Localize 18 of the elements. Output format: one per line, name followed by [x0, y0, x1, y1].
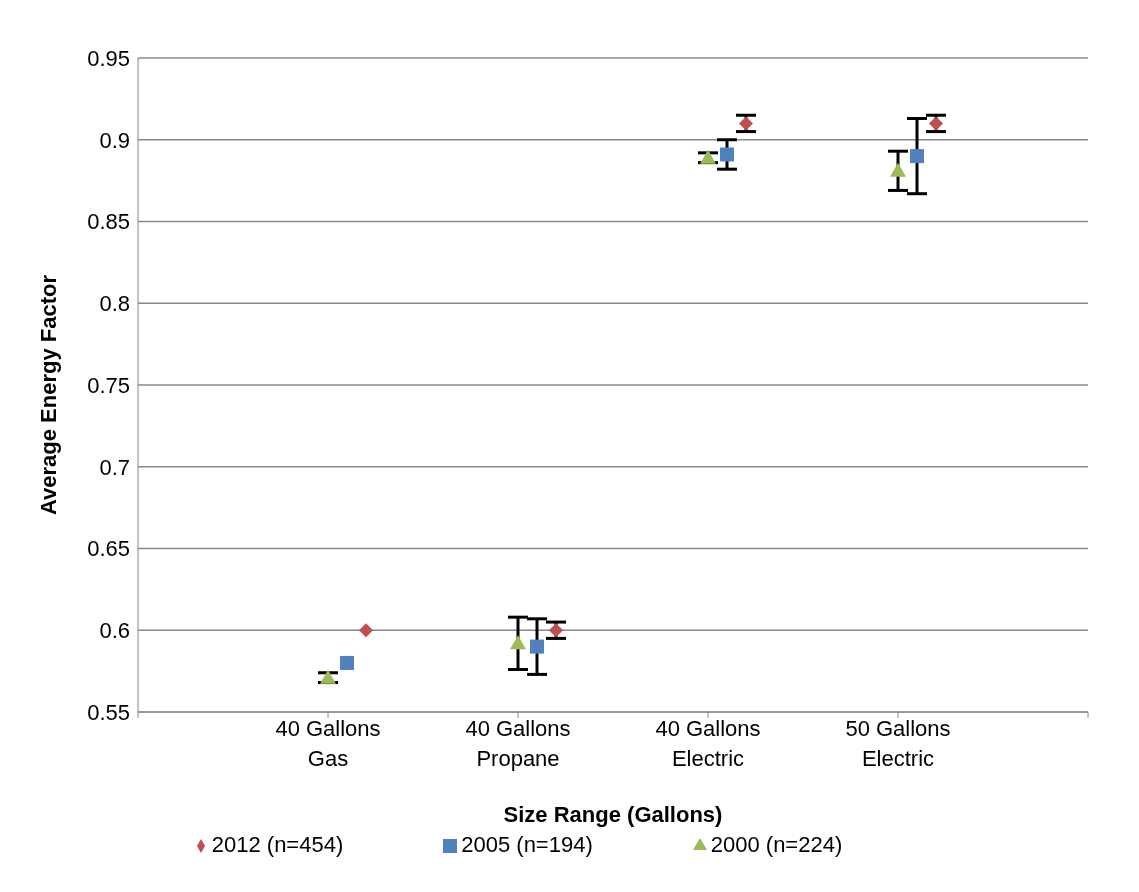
y-tick-label: 0.75	[87, 372, 130, 398]
y-tick-label: 0.85	[87, 209, 130, 235]
legend-label: 2005 (n=194)	[461, 832, 593, 857]
y-tick-label: 0.9	[99, 127, 130, 153]
legend-label: 2012 (n=454)	[211, 832, 344, 857]
x-tick-label: 40 Gallons Electric	[655, 716, 761, 771]
y-tick-label: 0.65	[87, 536, 130, 562]
y-tick-label: 0.6	[99, 618, 130, 644]
y-tick-label: 0.8	[99, 291, 130, 317]
x-axis-title: Size Range (Gallons)	[503, 802, 723, 827]
x-tick-label: 40 Gallons Propane	[465, 716, 571, 771]
y-tick-label: 0.55	[87, 699, 130, 725]
y-axis-title: Average Energy Factor	[35, 274, 61, 515]
x-tick-label: 40 Gallons Gas	[275, 716, 381, 771]
legend-label: 2000 (n=224)	[710, 832, 843, 857]
y-tick-label: 0.95	[87, 45, 130, 71]
x-tick-label: 50 Gallons Electric	[845, 716, 951, 771]
y-tick-label: 0.7	[99, 454, 130, 480]
